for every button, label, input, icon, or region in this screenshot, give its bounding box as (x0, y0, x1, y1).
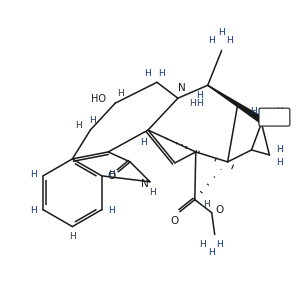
Text: H: H (196, 91, 203, 100)
Text: H: H (196, 99, 203, 108)
Text: H: H (216, 240, 223, 249)
Text: H: H (276, 107, 283, 116)
Text: H: H (276, 158, 283, 167)
Text: H: H (208, 36, 215, 45)
Polygon shape (208, 85, 263, 123)
Text: H: H (203, 200, 210, 209)
Text: N: N (141, 179, 149, 189)
Text: HO: HO (91, 94, 106, 104)
Text: H: H (117, 89, 124, 98)
Text: H: H (89, 116, 96, 125)
Text: H: H (208, 248, 215, 257)
Text: O: O (107, 171, 115, 181)
Text: O: O (171, 216, 179, 225)
Text: H: H (144, 69, 151, 78)
Text: H: H (226, 36, 233, 45)
Text: H: H (159, 69, 165, 78)
FancyBboxPatch shape (259, 108, 290, 126)
Text: H: H (108, 206, 115, 215)
Text: H: H (108, 170, 115, 179)
Text: H: H (75, 121, 82, 130)
Text: H: H (140, 137, 147, 147)
Text: N: N (178, 83, 186, 93)
Text: H: H (150, 188, 156, 197)
Text: H: H (69, 232, 76, 241)
Text: Abs: Abs (266, 113, 283, 122)
Text: H: H (250, 107, 257, 116)
Text: O: O (215, 205, 224, 215)
Text: H: H (200, 240, 206, 249)
Text: H: H (218, 28, 225, 37)
Text: H: H (276, 145, 283, 154)
Text: H: H (30, 170, 36, 179)
Text: H: H (189, 99, 196, 108)
Text: H: H (30, 206, 36, 215)
